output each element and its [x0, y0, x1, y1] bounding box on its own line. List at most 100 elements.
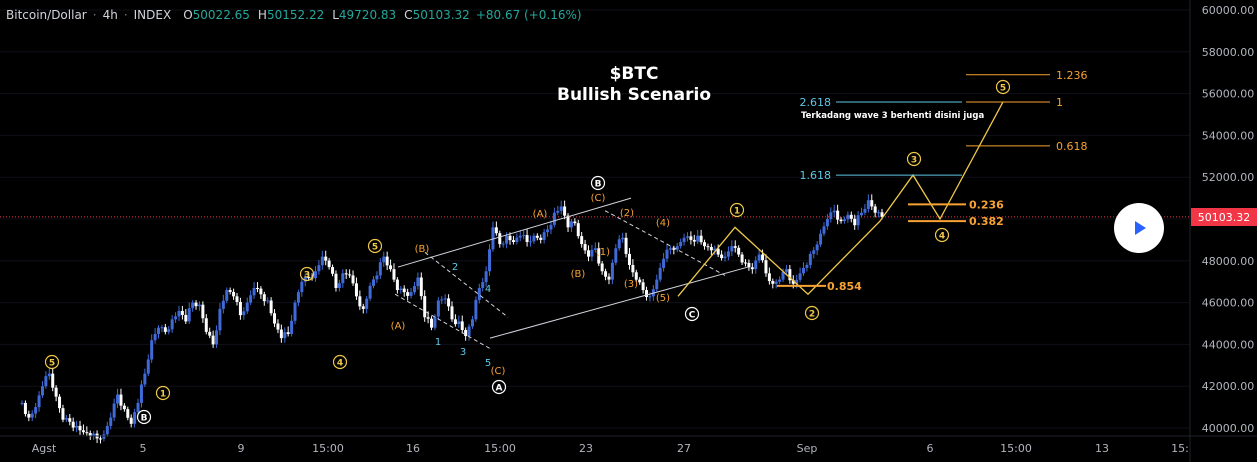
wave-label-orange: (3) [624, 279, 638, 290]
ohlc-open: O50022.65 [183, 8, 250, 22]
x-tick-label: 9 [238, 442, 245, 455]
candle-body [174, 316, 178, 320]
candle-body [617, 239, 621, 249]
candle-body [204, 318, 208, 332]
candle-body [522, 235, 526, 237]
wave-label-cyan: 1 [435, 337, 441, 348]
candle-body [235, 296, 239, 302]
candle-body [378, 262, 382, 276]
y-tick-label: 54000.00 [1202, 129, 1255, 142]
play-button[interactable] [1114, 203, 1164, 253]
fib-levels: 0.854 0.382 0.236 1.618 0.618 1 2.618 1.236 [777, 69, 1088, 293]
candle-body [552, 212, 556, 225]
wave-label-cyan: 5 [485, 358, 491, 369]
ohlc-close: C50103.32 [404, 8, 470, 22]
candle-body [269, 300, 273, 314]
title-line-2: Bullish Scenario [557, 85, 711, 105]
candle-body [723, 256, 727, 259]
candle-body [856, 215, 860, 226]
wave-label-orange: (B) [415, 244, 430, 255]
candle-body [498, 233, 502, 245]
symbol-name[interactable]: Bitcoin/Dollar [6, 8, 87, 22]
candle-body [668, 248, 672, 250]
dashed-channel-2 [394, 293, 491, 350]
y-tick-label: 46000.00 [1202, 297, 1255, 310]
candle-body [218, 308, 222, 331]
candle-body [494, 227, 498, 234]
y-tick-label: 42000.00 [1202, 380, 1255, 393]
wave-label-orange: (1) [596, 247, 610, 258]
candle-body [580, 236, 584, 245]
wave-marker-label: A [496, 384, 503, 394]
candle-body [453, 319, 457, 325]
candle-body [761, 254, 765, 261]
channel-upper [397, 197, 632, 268]
candle-body [784, 269, 788, 272]
wave-marker-circle [729, 202, 745, 218]
candle-body [64, 418, 68, 420]
candle-body [20, 402, 24, 404]
candle-body [535, 235, 539, 238]
interval-label[interactable]: 4h [102, 8, 118, 22]
candle-body [259, 288, 263, 295]
candle-body [290, 320, 294, 334]
wave-marker-label: B [595, 180, 602, 190]
candle-body [40, 386, 44, 396]
dashed-channel-1 [424, 252, 509, 318]
candle-body [549, 224, 553, 230]
candle-body [443, 298, 447, 300]
candle-body [791, 280, 795, 284]
candle-body [81, 430, 85, 433]
candle-body [300, 281, 304, 293]
candle-body [587, 250, 591, 257]
candle-body [692, 239, 696, 242]
candle-body [324, 256, 328, 261]
candle-body [382, 256, 386, 263]
candle-body [853, 218, 857, 226]
candle-body [808, 253, 812, 265]
candle-body [252, 287, 256, 296]
x-tick-label: Sep [797, 442, 818, 455]
candle-body [170, 319, 174, 330]
candle-body [27, 413, 31, 418]
candle-body [44, 376, 48, 387]
candle-body [249, 295, 253, 303]
candle-body [119, 394, 123, 406]
x-tick-label: 16 [406, 442, 420, 455]
candle-body [238, 301, 242, 316]
wave-marker-label: B [141, 414, 148, 424]
wave-marker-label: 4 [939, 232, 945, 242]
y-tick-label: 52000.00 [1202, 171, 1255, 184]
candle-body [331, 267, 335, 274]
candle-body [559, 206, 563, 211]
fib-label: 0.236 [969, 198, 1004, 211]
candle-body [528, 241, 532, 243]
candle-body [866, 200, 870, 209]
x-tick-label: 15:00 [1000, 442, 1032, 455]
y-tick-label: 60000.00 [1202, 4, 1255, 17]
candle-body [464, 329, 468, 337]
candle-body [109, 417, 113, 426]
candle-body [389, 265, 393, 270]
y-axis: 40000.00 42000.00 44000.00 46000.00 48000.00… [1189, 0, 1255, 462]
candle-body [720, 254, 724, 259]
candle-body [849, 214, 853, 219]
candle-body [832, 210, 836, 213]
candle-body [460, 321, 464, 330]
candle-body [286, 332, 290, 334]
candle-body [812, 250, 816, 254]
separator: · [92, 8, 97, 22]
candle-body [337, 283, 341, 288]
candle-body [423, 296, 427, 318]
candle-body [675, 246, 679, 250]
candle-body [317, 265, 321, 272]
candle-body [573, 221, 577, 224]
candle-body [525, 235, 529, 242]
candle-body [597, 248, 601, 264]
candle-body [829, 212, 833, 219]
wave-marker-label: 5 [372, 243, 378, 253]
wave-lines [677, 101, 1004, 297]
candle-body [242, 311, 246, 316]
candle-body [440, 299, 444, 301]
